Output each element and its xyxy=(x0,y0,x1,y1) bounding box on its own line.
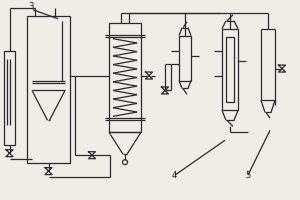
Bar xyxy=(179,36,191,81)
Bar xyxy=(27,16,70,163)
Bar xyxy=(226,37,234,102)
Bar xyxy=(222,29,238,110)
Bar xyxy=(109,23,141,132)
Bar xyxy=(4,51,15,145)
Text: 4: 4 xyxy=(172,171,177,180)
Text: 3: 3 xyxy=(28,2,33,11)
Text: 5: 5 xyxy=(245,171,250,180)
